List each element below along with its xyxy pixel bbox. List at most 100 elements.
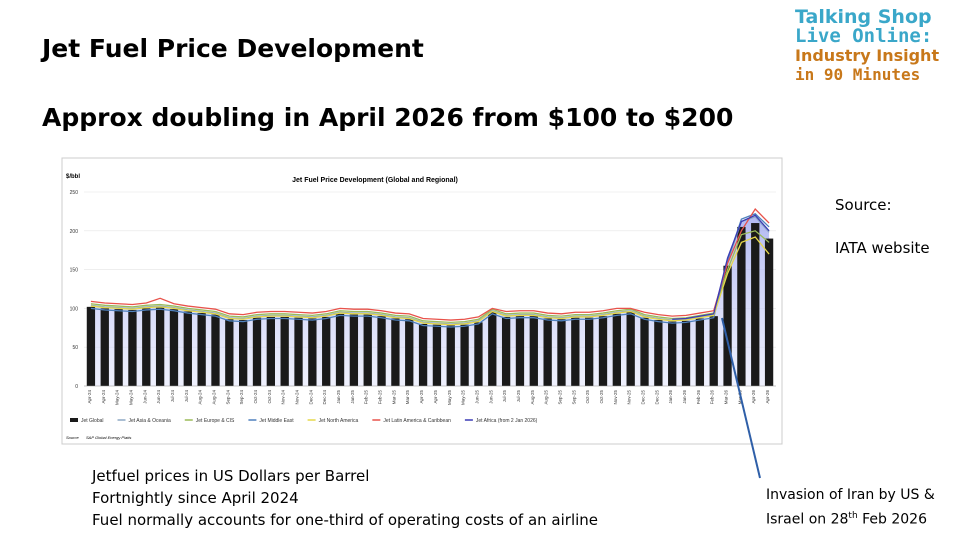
x-tick-label: May-25 bbox=[461, 390, 466, 406]
bar bbox=[474, 322, 483, 386]
x-tick-label: Apr-24 bbox=[87, 390, 92, 404]
bar bbox=[155, 307, 165, 386]
bar bbox=[114, 309, 123, 386]
legend-swatch bbox=[70, 418, 78, 422]
annotation-text: Israel on 28 bbox=[766, 511, 849, 528]
bar bbox=[543, 318, 552, 386]
bar bbox=[571, 317, 580, 386]
x-tick-label: Feb-25 bbox=[378, 390, 383, 405]
x-tick-label: Aug-25 bbox=[544, 390, 549, 405]
bar bbox=[308, 318, 317, 386]
bar bbox=[626, 312, 635, 386]
y-tick-label: 200 bbox=[70, 229, 79, 235]
x-tick-label: Oct-25 bbox=[599, 390, 604, 404]
bar bbox=[349, 314, 359, 386]
bar bbox=[405, 319, 414, 386]
legend-label: Jet Global bbox=[81, 418, 104, 424]
legend-label: Jet Latin America & Caribbean bbox=[383, 418, 451, 424]
bar bbox=[723, 265, 732, 386]
bar bbox=[585, 317, 594, 386]
bar bbox=[654, 320, 663, 386]
bar bbox=[681, 320, 691, 386]
area bbox=[90, 216, 770, 386]
bar bbox=[377, 316, 386, 386]
x-tick-label: Sep-24 bbox=[239, 390, 244, 405]
logo-line: Industry Insight bbox=[795, 46, 940, 65]
slide-title: Jet Fuel Price Development bbox=[42, 34, 424, 63]
x-tick-label: Dec-25 bbox=[654, 390, 659, 405]
x-tick-label: May-24 bbox=[128, 390, 133, 406]
annotation: Invasion of Iran by US & Israel on 28th … bbox=[766, 485, 935, 531]
chart-source: S&P Global Energy Platts bbox=[86, 435, 131, 440]
annotation-line: Israel on 28th Feb 2026 bbox=[766, 506, 935, 531]
bar bbox=[211, 314, 220, 386]
x-tick-label: Dec-24 bbox=[308, 390, 313, 405]
x-tick-label: Mar-25 bbox=[405, 390, 410, 405]
logo-line: in 90 Minutes bbox=[795, 65, 921, 84]
x-tick-label: May-25 bbox=[447, 390, 452, 406]
bar bbox=[142, 308, 151, 386]
x-tick-label: Dec-24 bbox=[322, 390, 327, 405]
bar bbox=[183, 311, 192, 386]
x-tick-label: Jan-25 bbox=[336, 390, 341, 404]
logo: Talking Shop Live Online: Industry Insig… bbox=[795, 6, 940, 85]
x-tick-label: Jan-26 bbox=[668, 390, 673, 404]
logo-line: Talking Shop bbox=[795, 6, 932, 28]
bar bbox=[266, 316, 275, 386]
x-tick-label: Nov-24 bbox=[281, 390, 286, 405]
bar bbox=[598, 316, 608, 386]
x-tick-label: Oct-24 bbox=[267, 390, 272, 404]
bar bbox=[764, 238, 774, 386]
bar bbox=[709, 316, 718, 386]
bar bbox=[737, 226, 746, 386]
y-tick-label: 150 bbox=[70, 268, 79, 274]
legend-label: Jet Europe & CIS bbox=[196, 418, 235, 424]
x-tick-label: Apr-25 bbox=[419, 390, 424, 404]
y-tick-label: 100 bbox=[70, 306, 79, 312]
x-tick-label: Apr-24 bbox=[101, 390, 106, 404]
annotation-arrow bbox=[721, 317, 761, 479]
bar bbox=[280, 316, 289, 386]
bar bbox=[557, 319, 566, 386]
bar bbox=[86, 306, 96, 386]
x-tick-label: Nov-25 bbox=[627, 390, 632, 405]
x-tick-label: Oct-24 bbox=[253, 390, 258, 404]
line bbox=[90, 212, 770, 328]
y-tick-label: 0 bbox=[75, 384, 78, 390]
x-tick-label: Sep-24 bbox=[225, 390, 230, 405]
x-tick-label: Mar-26 bbox=[737, 390, 742, 405]
bar bbox=[668, 321, 677, 386]
bar bbox=[363, 314, 372, 386]
x-tick-label: Jul-25 bbox=[516, 390, 521, 403]
x-tick-label: Jun-24 bbox=[142, 390, 147, 404]
bar bbox=[335, 313, 345, 386]
line bbox=[672, 214, 770, 320]
x-tick-label: Jul-25 bbox=[502, 390, 507, 403]
bar bbox=[529, 316, 538, 386]
bar bbox=[294, 317, 303, 386]
source: IATA website bbox=[835, 239, 930, 257]
x-tick-label: Feb-25 bbox=[364, 390, 369, 405]
bar bbox=[418, 323, 428, 386]
x-tick-label: Dec-25 bbox=[641, 390, 646, 405]
note: Fuel normally accounts for one-third of … bbox=[92, 511, 599, 529]
x-tick-label: Feb-26 bbox=[696, 390, 701, 405]
notes: Jetfuel prices in US Dollars per Barrel … bbox=[92, 465, 598, 531]
x-tick-label: Apr-26 bbox=[751, 390, 756, 404]
x-tick-label: Aug-24 bbox=[211, 390, 216, 405]
chart-source-label: Source bbox=[66, 435, 79, 440]
x-tick-label: Jan-26 bbox=[682, 390, 687, 404]
note: Jetfuel prices in US Dollars per Barrel bbox=[92, 467, 370, 485]
bar bbox=[446, 325, 455, 386]
x-tick-label: May-24 bbox=[115, 390, 120, 406]
note: Fortnightly since April 2024 bbox=[92, 489, 299, 507]
line bbox=[90, 208, 770, 321]
bar bbox=[100, 308, 109, 386]
legend-label: Jet Middle East bbox=[259, 418, 294, 424]
x-tick-label: Jul-24 bbox=[170, 390, 175, 403]
legend-label: Jet North America bbox=[319, 418, 359, 424]
bar bbox=[391, 318, 400, 386]
bar bbox=[252, 317, 262, 386]
x-tick-label: Sep-25 bbox=[557, 390, 562, 405]
